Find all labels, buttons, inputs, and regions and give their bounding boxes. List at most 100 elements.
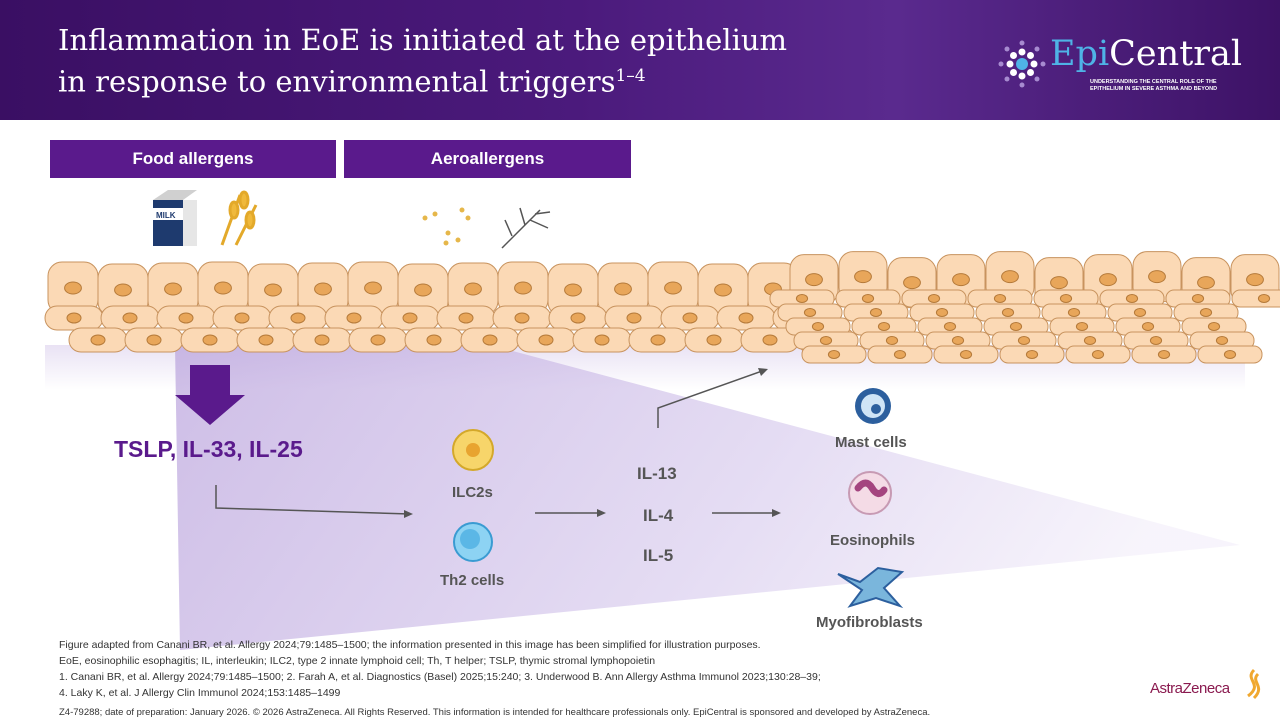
cytokines-label: TSLP, IL-33, IL-25 <box>114 436 303 462</box>
epithelial-cell <box>380 305 440 331</box>
epithelial-cell <box>697 263 749 317</box>
epithelial-cell <box>999 345 1065 364</box>
page-title: Inflammation in EoE is initiated at the … <box>58 22 787 100</box>
epithelial-cell <box>47 261 99 315</box>
epithelial-cell <box>572 327 632 353</box>
epithelial-cell <box>909 303 975 322</box>
epithelial-cell <box>397 263 449 317</box>
epithelial-cell <box>917 317 983 336</box>
epithelial-cell <box>859 331 925 350</box>
epithelial-cell <box>404 327 464 353</box>
epithelial-cell <box>548 305 608 331</box>
down-arrow-icon <box>175 365 245 425</box>
epithelial-cell <box>212 305 272 331</box>
il13-label: IL-13 <box>637 464 677 483</box>
title-superscript: 1–4 <box>615 66 646 86</box>
logo-tagline: UNDERSTANDING THE CENTRAL ROLE OF THE EP… <box>1090 79 1218 92</box>
epithelial-cell <box>247 263 299 317</box>
epithelial-cell <box>297 262 349 316</box>
epithelial-cell <box>867 345 933 364</box>
logo-dots-icon <box>998 40 1046 88</box>
epithelial-cell <box>801 345 867 364</box>
arrow-to-cells <box>215 485 411 515</box>
epithelial-cell <box>983 317 1049 336</box>
epithelial-cell <box>628 327 688 353</box>
epithelial-cell <box>933 345 999 364</box>
epithelial-cell <box>1197 345 1263 364</box>
wheat-icon <box>220 190 258 246</box>
epithelial-cell <box>985 251 1035 303</box>
epicentral-logo: EpiCentral UNDERSTANDING THE CENTRAL ROL… <box>998 34 1242 98</box>
epithelial-cell <box>1165 289 1231 308</box>
epithelial-cell <box>1189 331 1255 350</box>
epithelial-cell <box>348 327 408 353</box>
epithelial-cell <box>660 305 720 331</box>
epithelial-cell <box>347 261 399 315</box>
epithelial-cell <box>1132 251 1182 303</box>
il5-label: IL-5 <box>643 546 674 565</box>
epithelial-cell <box>647 261 699 315</box>
dust-mite-branch-icon <box>501 207 551 249</box>
milk-carton-icon: MILK <box>153 190 197 246</box>
epithelial-cell <box>843 303 909 322</box>
eosinophils-label: Eosinophils <box>830 532 916 549</box>
mast-cells-label: Mast cells <box>835 434 907 451</box>
epithelial-cell <box>1057 331 1123 350</box>
title-line-1: Inflammation in EoE is initiated at the … <box>58 23 788 57</box>
il4-label: IL-4 <box>643 506 674 525</box>
footnote-legal: Z4-79288; date of preparation: January 2… <box>59 707 931 718</box>
epithelial-cell <box>292 327 352 353</box>
epithelial-cell <box>436 305 496 331</box>
epithelial-cell <box>975 303 1041 322</box>
epithelial-cell <box>156 305 216 331</box>
ilc2-label: ILC2s <box>452 484 493 501</box>
epithelial-cell <box>1131 345 1197 364</box>
footnote-abbreviations: EoE, eosinophilic esophagitis; IL, inter… <box>59 655 656 667</box>
title-line-2: in response to environmental triggers <box>58 64 616 99</box>
myofibroblast-icon <box>837 566 905 609</box>
th2-label: Th2 cells <box>440 572 505 589</box>
epithelial-cell <box>604 305 664 331</box>
epithelial-cell <box>180 327 240 353</box>
epithelial-cell <box>236 327 296 353</box>
astrazeneca-symbol-icon <box>1247 668 1261 700</box>
myofibroblasts-label: Myofibroblasts <box>816 614 923 631</box>
header-banner: Inflammation in EoE is initiated at the … <box>0 0 1280 120</box>
logo-central: Central <box>1109 34 1243 74</box>
th2-cell-icon <box>453 522 493 562</box>
astrazeneca-logo: AstraZeneca <box>1150 680 1230 697</box>
epithelial-cell <box>97 263 149 317</box>
footnote-references-1: 1. Canani BR, et al. Allergy 2024;79:148… <box>59 671 821 683</box>
footnote-figure: Figure adapted from Canani BR, et al. Al… <box>59 639 761 651</box>
epithelial-cell <box>1231 289 1280 308</box>
epithelial-cell <box>925 331 991 350</box>
logo-epi: Epi <box>1050 34 1110 74</box>
svg-text:MILK: MILK <box>156 211 176 220</box>
epithelial-cell <box>100 305 160 331</box>
ilc2-cell-icon <box>452 429 494 471</box>
epithelial-cell <box>1115 317 1181 336</box>
epithelial-cell <box>793 331 859 350</box>
purple-cone <box>175 345 1240 650</box>
food-allergens-header: Food allergens <box>50 140 336 178</box>
epithelial-cell <box>516 327 576 353</box>
epithelial-cell <box>1065 345 1131 364</box>
epithelial-cell <box>492 305 552 331</box>
epithelial-cell <box>684 327 744 353</box>
epithelial-cell <box>324 305 384 331</box>
epithelial-cell <box>835 289 901 308</box>
footnote-references-2: 4. Laky K, et al. J Allergy Clin Immunol… <box>59 687 341 699</box>
mast-cell-icon <box>855 388 891 424</box>
epithelial-cell <box>68 327 128 353</box>
epithelium <box>44 251 1280 364</box>
epithelial-cell <box>197 261 249 315</box>
arrow-to-epithelium <box>657 369 766 428</box>
epithelial-cell <box>460 327 520 353</box>
epithelial-cell <box>147 262 199 316</box>
epithelial-cell <box>740 327 800 353</box>
aeroallergens-header: Aeroallergens <box>344 140 631 178</box>
epithelial-cell <box>716 305 776 331</box>
epithelial-cell <box>44 305 104 331</box>
pollen-icon <box>422 207 471 246</box>
